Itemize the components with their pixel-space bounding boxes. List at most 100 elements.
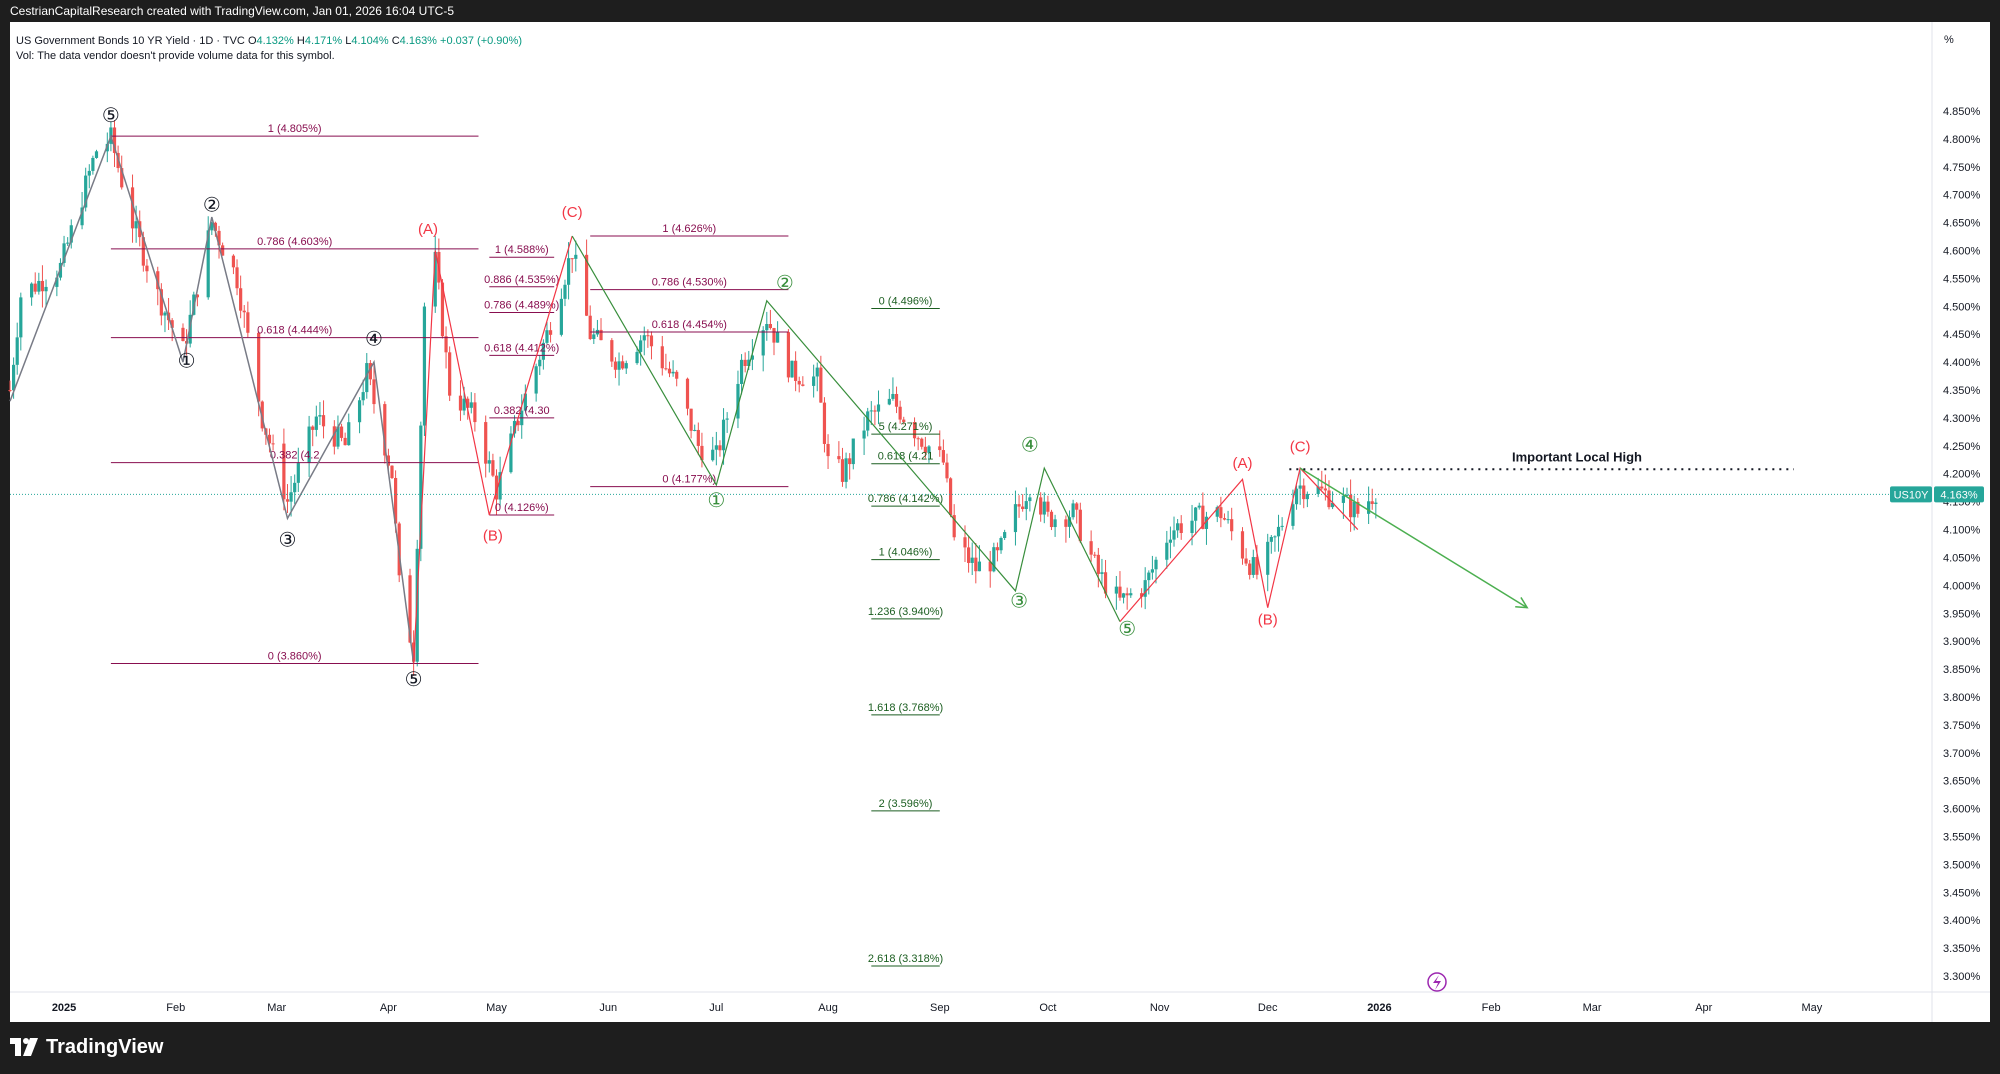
candle-body (1330, 502, 1335, 508)
candle (289, 476, 293, 517)
candle-body (776, 332, 780, 343)
candle-body (1323, 488, 1327, 491)
candle-body (862, 430, 866, 439)
candle (422, 302, 427, 437)
candle (1269, 535, 1273, 554)
candle-body (141, 237, 145, 266)
candle-body (494, 475, 499, 500)
candle (700, 432, 704, 468)
candle-body (1298, 485, 1302, 489)
candle (1294, 485, 1299, 510)
candle-body (1276, 526, 1281, 537)
candle (736, 370, 740, 429)
candle-body (945, 462, 949, 479)
candle (999, 536, 1003, 554)
candle-body (848, 458, 852, 465)
candle (902, 416, 906, 425)
candle (87, 164, 91, 189)
candle-body (458, 395, 463, 411)
candle-body (768, 324, 772, 329)
tradingview-brand: TradingView (46, 1035, 164, 1058)
candle (1139, 588, 1144, 608)
candle-body (563, 284, 567, 299)
candle-body (570, 258, 574, 260)
candle (941, 439, 945, 465)
candle-body (898, 406, 902, 420)
price-tick-label: 4.000% (1943, 580, 1981, 592)
candle-body (844, 458, 848, 482)
candle (1323, 474, 1327, 501)
candle-body (718, 445, 722, 451)
candle-body (1114, 586, 1118, 594)
wave-line (571, 235, 1121, 622)
candle (1021, 494, 1025, 512)
candle (1150, 555, 1154, 580)
candle-body (685, 378, 690, 409)
candle (639, 335, 643, 366)
candle (1226, 510, 1230, 524)
candle-body (372, 379, 376, 405)
candle-body (311, 426, 315, 430)
candle-body (822, 402, 827, 444)
candle-body (923, 446, 927, 453)
candle (347, 413, 351, 446)
candle (440, 279, 445, 339)
time-tick-label: Feb (166, 1002, 185, 1014)
candle-body (941, 450, 945, 463)
candle (970, 542, 974, 576)
candle (1046, 495, 1050, 517)
candle-body (743, 359, 747, 367)
candle (1240, 527, 1245, 565)
candle (840, 447, 845, 487)
candle (372, 364, 376, 414)
candle-body (541, 342, 545, 360)
candle-body (368, 363, 372, 380)
candle-body (866, 411, 870, 431)
candle-body (289, 492, 293, 502)
candle (1071, 499, 1075, 520)
candle (664, 353, 668, 371)
chart-area[interactable] (10, 22, 1990, 1022)
candle (1096, 547, 1100, 588)
candle-body (516, 420, 520, 426)
candle (8, 380, 12, 393)
candle-body (624, 363, 628, 369)
candle-body (84, 175, 88, 208)
price-tick-label: 3.550% (1943, 831, 1981, 843)
candle-body (952, 515, 956, 538)
candle (487, 451, 491, 473)
attribution-bar: CestrianCapitalResearch created with Tra… (0, 0, 2000, 22)
candle-body (750, 355, 754, 360)
fib-level-label: 2.618 (3.318%) (868, 953, 943, 965)
wave-label: ① (707, 490, 725, 512)
candle (721, 408, 726, 465)
candle (37, 272, 41, 295)
fib-level-label: 0 (4.126%) (495, 502, 549, 514)
high-label: H (296, 35, 305, 47)
candle-body (1341, 495, 1345, 503)
candle (992, 542, 996, 573)
candle-body (134, 221, 138, 229)
candle-body (394, 477, 398, 524)
candle-body (916, 438, 920, 440)
candle-body (1201, 505, 1205, 529)
candle-body (700, 445, 704, 461)
candle-body (195, 294, 199, 298)
candle (815, 362, 819, 392)
candle-body (1078, 509, 1082, 542)
candle (206, 216, 210, 300)
candle (786, 329, 791, 383)
candle (491, 453, 495, 478)
candle (30, 282, 34, 306)
footer-bar (0, 1022, 2000, 1074)
candle (938, 430, 942, 457)
wave-label: ④ (1021, 434, 1039, 456)
candle (293, 474, 297, 504)
candle (112, 120, 117, 167)
tradingview-logo[interactable]: TradingView (10, 1034, 163, 1060)
candle-body (1179, 523, 1183, 533)
price-tick-label: 4.650% (1943, 218, 1981, 230)
candle (974, 542, 978, 584)
candle (1345, 487, 1349, 497)
candle-body (473, 402, 477, 423)
